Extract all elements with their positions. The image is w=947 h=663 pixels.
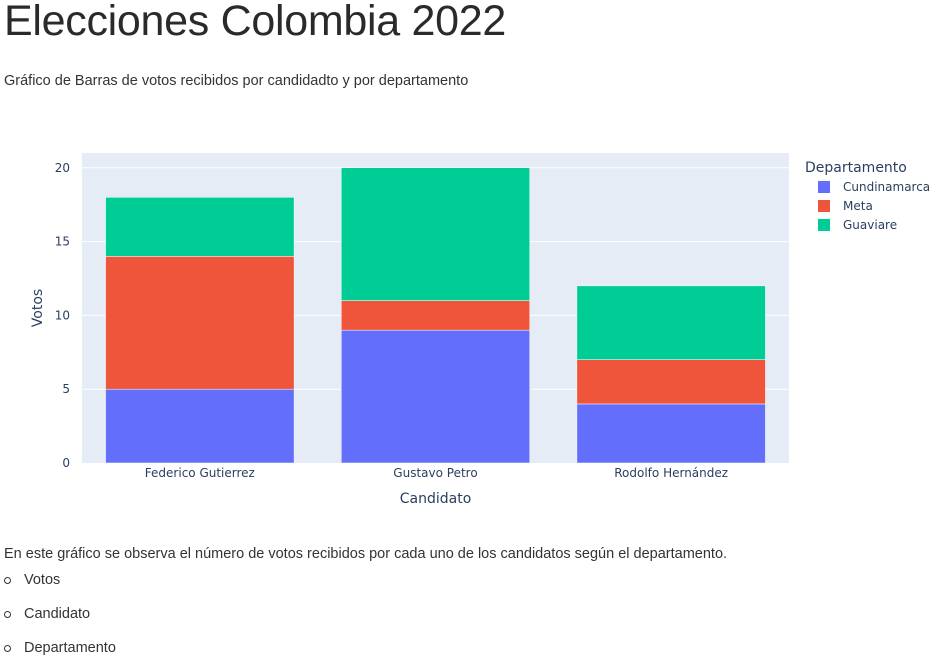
legend-label: Guaviare [843, 218, 897, 232]
legend-swatch [818, 181, 830, 193]
stacked-bar-chart: 0 5 10 15 20 Federico Gutierrez Gustavo Petro R… [30, 153, 930, 507]
y-axis-title: Votos [30, 289, 46, 327]
legend-title: Departamento [805, 160, 907, 176]
bar-segment [576, 359, 766, 405]
bar-segment [340, 329, 531, 464]
x-tick-label: Federico Gutierrez [145, 466, 255, 480]
list-item-label: Candidato [24, 606, 91, 622]
list-item-label: Departamento [24, 640, 116, 656]
x-tick-label: Rodolfo Hernández [614, 466, 728, 480]
list-item-label: Votos [24, 572, 61, 588]
chart-description: En este gráfico se observa el número de … [4, 546, 728, 562]
page-subtitle: Gráfico de Barras de votos recibidos por… [4, 73, 469, 89]
y-tick-label: 15 [55, 235, 70, 249]
legend-label: Cundinamarca [843, 180, 930, 194]
bar-segment [105, 197, 295, 257]
page-title: Elecciones Colombia 2022 [4, 0, 506, 45]
list-item-departamento: Departamento [0, 638, 116, 663]
list-item-candidato: Candidato [0, 604, 116, 638]
x-axis-title: Candidato [400, 491, 472, 507]
list-item-votos: Votos [0, 570, 116, 604]
legend-swatch [818, 219, 830, 231]
bar-segment [105, 388, 295, 464]
x-tick-label: Gustavo Petro [393, 466, 477, 480]
bar-chart-container: 0 5 10 15 20 Federico Gutierrez Gustavo Petro R… [0, 140, 947, 520]
bar-segment [576, 285, 766, 360]
variables-list: Votos Candidato Departamento [0, 570, 116, 663]
bar-segment [340, 300, 531, 331]
legend-swatch [818, 200, 830, 212]
circle-bullet-icon [4, 645, 11, 652]
y-tick-label: 10 [55, 308, 70, 322]
legend-label: Meta [843, 199, 873, 213]
y-tick-label: 0 [62, 456, 70, 470]
circle-bullet-icon [4, 611, 11, 618]
bar-segment [576, 403, 766, 464]
bar-segment [105, 256, 295, 390]
y-tick-label: 5 [62, 382, 70, 396]
bar-segment [340, 167, 531, 301]
circle-bullet-icon [4, 577, 11, 584]
y-tick-label: 20 [55, 161, 70, 175]
